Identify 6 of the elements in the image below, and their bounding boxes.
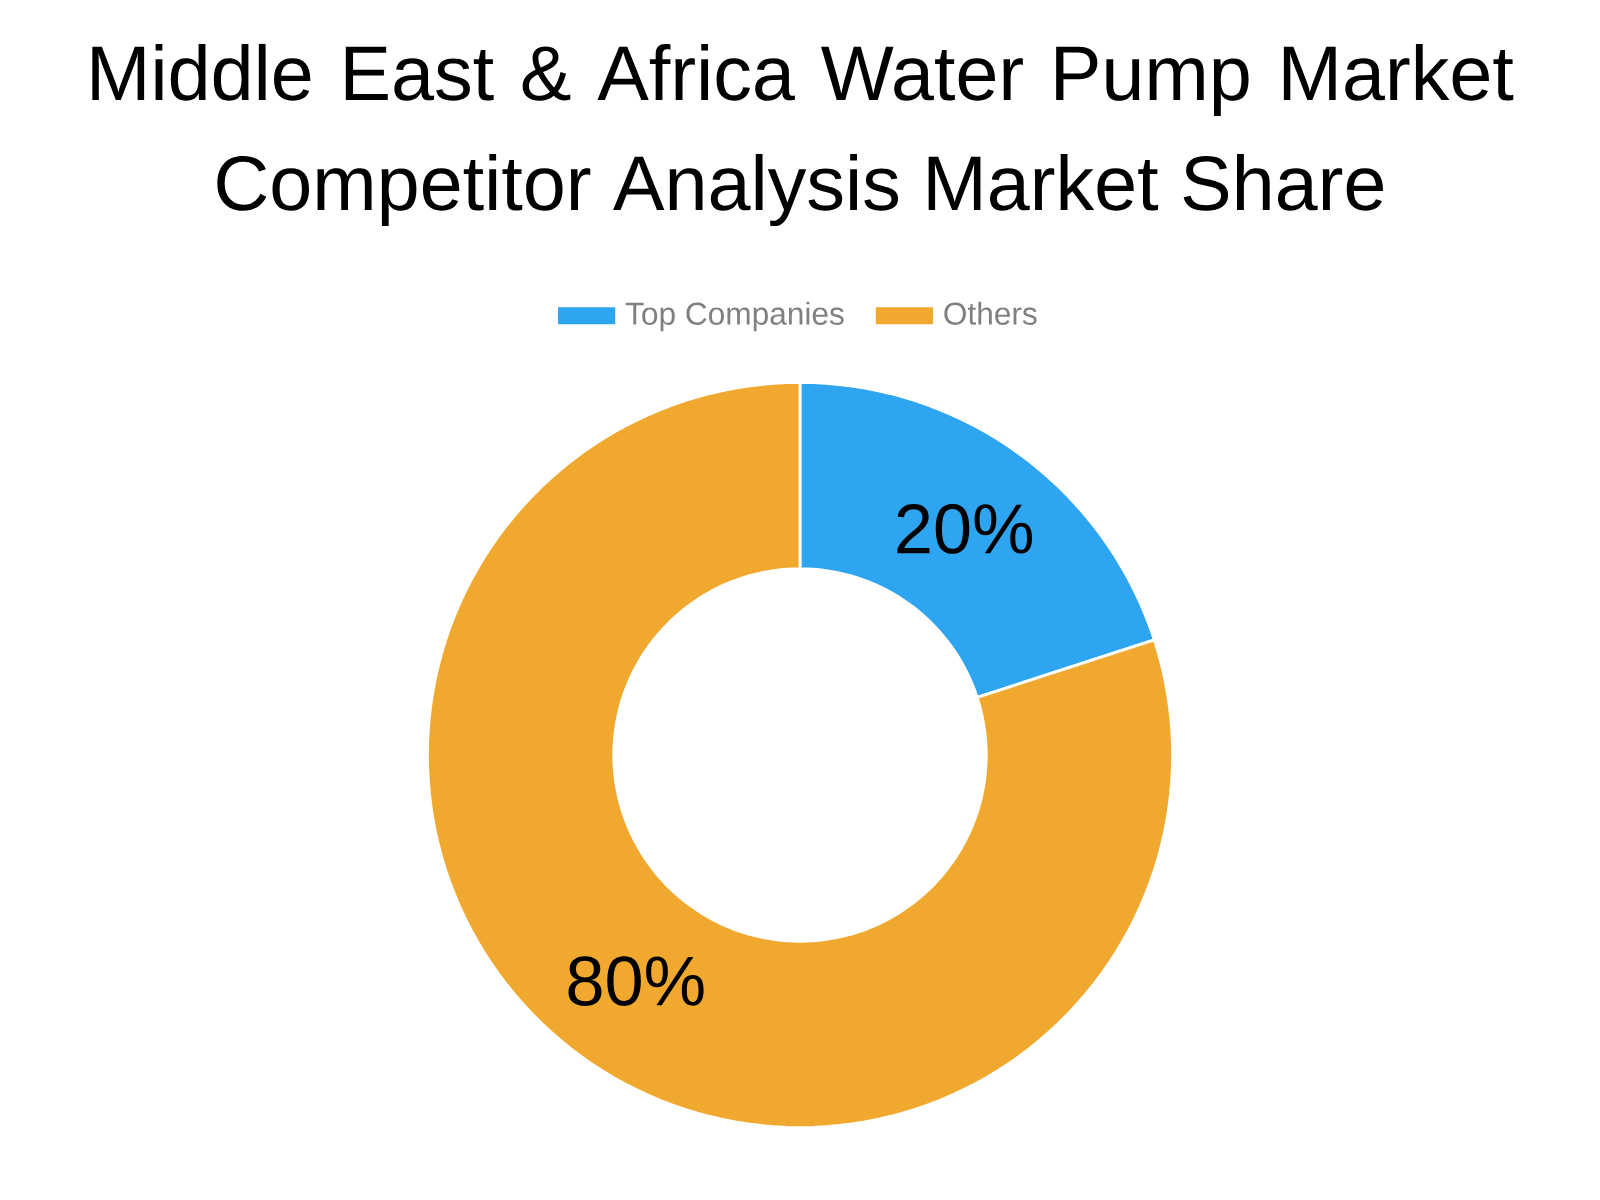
legend-label: Others — [944, 301, 1037, 325]
data-label: 80% — [568, 956, 704, 1006]
data-label: 20% — [897, 504, 1033, 554]
chart-subtitle: Competitor Analysis Market Share — [217, 153, 1383, 227]
chart-title: Middle East & Africa Water Pump Market — [92, 43, 1514, 117]
legend-label: Top Companies — [625, 301, 844, 332]
